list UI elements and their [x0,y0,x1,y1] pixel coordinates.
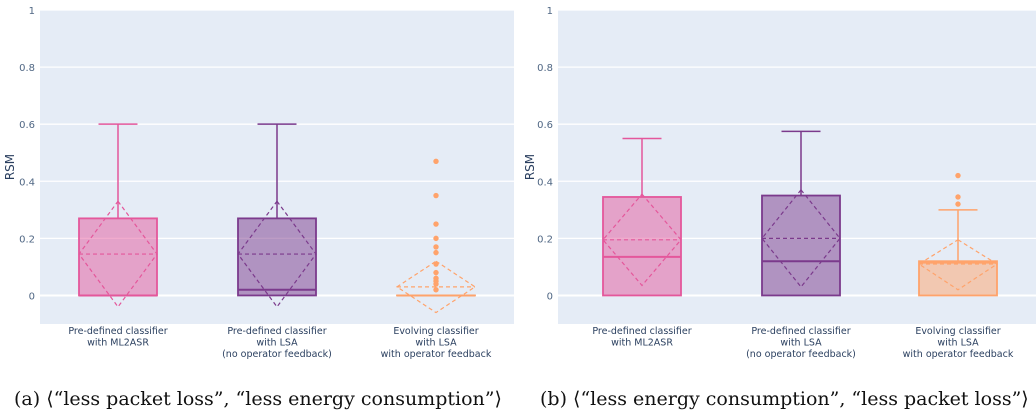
sd-diamond [917,239,999,291]
x-category-label: with operator feedback [903,349,1014,360]
x-category-label: (no operator feedback) [746,349,856,360]
box-series [395,158,477,314]
outlier-point [433,269,439,276]
x-category-label: (no operator feedback) [222,349,332,360]
box-body [237,217,317,297]
y-tick-label: 0 [29,291,35,302]
box-body [78,217,158,297]
y-tick-label: 0.8 [537,63,553,74]
sd-diamond [395,260,477,314]
x-category-label: with LSA [780,338,822,349]
chart-panel-a: 0 0.2 0.4 0.6 0.8 1 RSM Pre-defined classifier w… [0,0,518,384]
x-category-label: with ML2ASR [611,338,673,349]
outlier-point [955,194,961,200]
box-series [78,123,158,308]
caption-b: (b) ⟨“less energy consumption”, “less pa… [540,388,1029,410]
y-tick-label: 0.6 [19,120,35,131]
outlier-point [955,201,961,207]
outlier-point [433,158,439,164]
box-body [602,196,682,297]
outlier-point [433,275,439,282]
box-body [761,194,841,297]
y-tick-label: 0 [547,291,553,302]
box-series [237,123,317,308]
x-category-label: with LSA [415,338,457,349]
chart-panel-b: 0 0.2 0.4 0.6 0.8 1 RSM Pre-defined classifier w… [518,0,1036,384]
caption-a: (a) ⟨“less packet loss”, “less energy co… [14,388,502,410]
x-category-label: Evolving classifier [393,326,478,337]
outlier-point [433,287,439,293]
box-series [917,172,999,297]
y-tick-label: 0.2 [19,234,35,245]
x-category-label: Pre-defined classifier [592,326,691,337]
outlier-point [433,249,439,256]
y-tick-label: 0.6 [537,120,553,131]
outlier-point [433,192,439,199]
outlier-point [955,172,961,179]
outlier-point [433,244,439,250]
y-axis-label: RSM [3,154,17,180]
sd-diamond [237,200,317,308]
y-tick-label: 1 [29,6,35,17]
x-category-label: with ML2ASR [87,338,149,349]
outlier-point [433,221,439,227]
box-series [602,137,682,297]
x-category-label: Evolving classifier [915,326,1000,337]
y-tick-label: 0.4 [537,177,553,188]
x-category-label: Pre-defined classifier [751,326,850,337]
x-category-label: with operator feedback [381,349,492,360]
x-category-label: with LSA [937,338,979,349]
sd-diamond [78,200,158,308]
x-category-label: with LSA [256,338,298,349]
outlier-point [433,261,439,267]
x-category-label: Pre-defined classifier [68,326,167,337]
x-category-label: Pre-defined classifier [227,326,326,337]
y-tick-label: 0.2 [537,234,553,245]
box-series [761,130,841,297]
y-tick-label: 1 [547,6,553,17]
y-tick-label: 0.8 [19,63,35,74]
sd-diamond [602,193,682,287]
outlier-point [433,235,439,242]
y-tick-label: 0.4 [19,177,35,188]
y-axis-label: RSM [523,154,537,180]
